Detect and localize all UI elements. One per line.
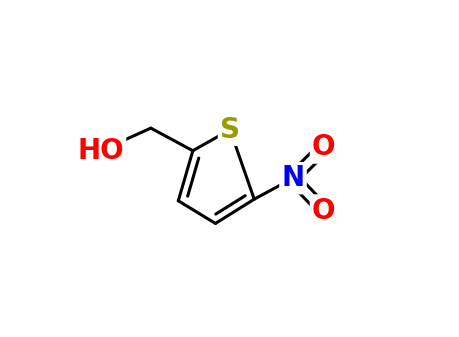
Text: O: O (311, 196, 335, 224)
Text: HO: HO (77, 137, 124, 165)
Text: O: O (311, 133, 335, 161)
Text: S: S (219, 116, 240, 144)
Text: N: N (281, 164, 304, 192)
